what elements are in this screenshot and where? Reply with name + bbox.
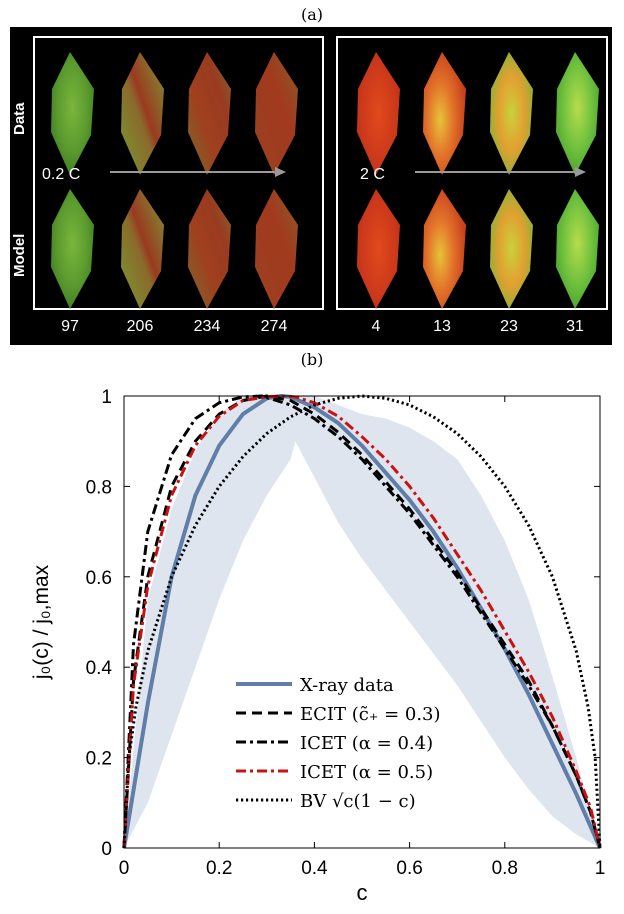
x-axis-label: c <box>357 880 368 905</box>
legend-label-4: ICET (α = 0.5) <box>300 762 433 783</box>
row-label-data: Data <box>11 102 28 135</box>
legend-label-3: ICET (α = 0.4) <box>300 733 433 754</box>
x-tick-label: 0.4 <box>301 858 328 879</box>
time-label: 234 <box>194 318 221 335</box>
series-line-2 <box>122 394 602 849</box>
series-line-4 <box>122 394 602 849</box>
panel-a-image: 0.2 C 2 C Data Model 97 206 234 274 4 13… <box>10 27 612 345</box>
series-line-1 <box>122 394 602 849</box>
time-label: 274 <box>261 318 288 335</box>
y-tick-label: 0.8 <box>86 477 112 498</box>
y-tick-label: 0.4 <box>86 658 113 679</box>
series-line-5 <box>122 394 602 849</box>
x-tick-label: 0.6 <box>396 858 422 879</box>
x-tick-label: 0 <box>119 858 130 879</box>
time-label: 13 <box>433 318 451 335</box>
x-tick-label: 1 <box>595 858 606 879</box>
y-tick-label: 0 <box>101 839 112 860</box>
time-label: 31 <box>566 318 584 335</box>
rate-label-slow: 0.2 C <box>42 166 80 183</box>
legend-label-2: ECIT (c̃₊ = 0.3) <box>300 704 441 725</box>
y-tick-label: 0.2 <box>86 749 112 770</box>
y-tick-label: 1 <box>101 387 112 408</box>
row-label-model: Model <box>11 234 28 277</box>
y-tick-label: 0.6 <box>86 568 112 589</box>
time-label: 206 <box>127 318 154 335</box>
panel-a-label: (a) <box>300 5 324 24</box>
x-tick-label: 0.8 <box>492 858 518 879</box>
x-tick-label: 0.2 <box>206 858 232 879</box>
panel-b-label: (b) <box>300 350 324 369</box>
time-label: 23 <box>500 318 518 335</box>
rate-label-fast: 2 C <box>360 166 385 183</box>
plot-frame <box>123 395 601 849</box>
legend-label-1: X-ray data <box>300 675 394 696</box>
time-label: 4 <box>372 318 381 335</box>
time-label: 97 <box>61 318 79 335</box>
y-axis-label: j₀(c) / j₀,max <box>30 564 53 680</box>
uncertainty-band <box>124 396 600 848</box>
series-line-3 <box>122 394 602 849</box>
legend-label-5: BV √c(1 − c) <box>300 791 416 812</box>
